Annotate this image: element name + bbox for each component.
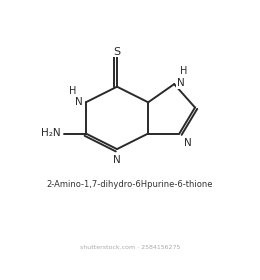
Text: H₂N: H₂N [41,129,61,139]
Text: N: N [177,78,185,88]
Text: N: N [184,138,192,148]
Text: S: S [113,46,121,57]
Text: H: H [180,66,188,76]
Text: 2-Amino-1,7-dihydro-6Hpurine-6-thione: 2-Amino-1,7-dihydro-6Hpurine-6-thione [47,180,213,189]
Text: shutterstock.com · 2584156275: shutterstock.com · 2584156275 [80,245,180,250]
Text: H: H [69,86,76,96]
Text: N: N [113,155,121,165]
Text: N: N [75,97,83,107]
